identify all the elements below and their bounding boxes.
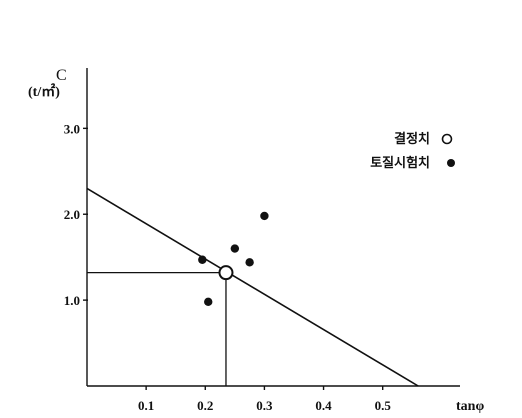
x-tick-label: 0.4: [315, 398, 332, 413]
x-tick-label: 0.5: [375, 398, 392, 413]
decided-value-point: [218, 265, 234, 281]
y-tick-label: 1.0: [64, 293, 80, 308]
soil-test-point: [245, 258, 254, 267]
soil-test-point: [204, 297, 213, 307]
legend-label-decided: 결정치: [394, 131, 430, 147]
soil-test-point: [260, 211, 269, 221]
legend-open-circle-marker: [441, 133, 453, 145]
y-axis-label: C: [56, 67, 67, 84]
axes: 1.0 2.0 3.0 0.1 0.2 0.3 0.4 0.5: [64, 68, 460, 413]
x-axis-label: tanφ: [456, 399, 484, 414]
chart-lines: [86, 187, 419, 387]
soil-test-point: [198, 255, 207, 264]
y-axis-unit: (t/㎡): [28, 83, 60, 100]
x-tick-label: 0.1: [138, 398, 154, 413]
y-tick-label: 2.0: [64, 207, 80, 222]
legend: 결정치 토질시험치: [370, 131, 455, 171]
x-tick-label: 0.2: [197, 398, 213, 413]
trend-line: [86, 187, 419, 387]
chart-marks: [198, 211, 269, 307]
y-tick-label: 3.0: [64, 121, 80, 136]
legend-filled-circle-marker: [447, 159, 455, 167]
x-tick-label: 0.3: [256, 398, 273, 413]
soil-test-point: [230, 244, 240, 253]
legend-label-test: 토질시험치: [370, 155, 430, 171]
